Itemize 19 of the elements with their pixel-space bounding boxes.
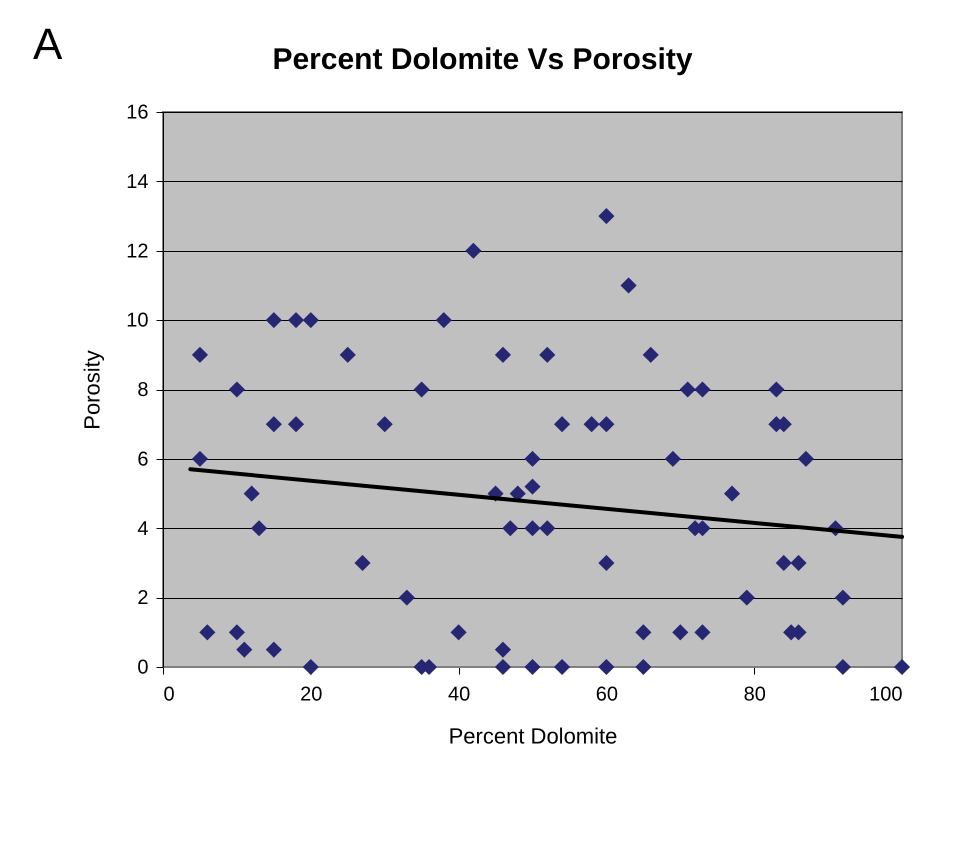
y-tick-label: 6: [137, 448, 148, 470]
y-tick-label: 2: [137, 587, 148, 610]
y-tick-label: 12: [126, 240, 148, 262]
x-tick-label: 40: [448, 684, 470, 706]
text: A: [33, 20, 63, 69]
y-tick-label: 0: [137, 656, 148, 678]
x-axis-title: Percent Dolomite: [448, 724, 618, 748]
x-tick-label: 60: [596, 684, 618, 706]
x-tick-label: 80: [744, 684, 766, 706]
x-tick-label: 20: [300, 684, 322, 706]
y-tick-label: 8: [137, 379, 148, 401]
chart-title: Percent Dolomite Vs Porosity: [272, 43, 693, 76]
y-axis-title: Porosity: [79, 350, 104, 430]
x-tick-label: 100: [869, 684, 902, 706]
y-tick-label: 10: [126, 310, 148, 332]
y-tick-label: 14: [126, 170, 148, 193]
x-tick-label: 0: [164, 684, 175, 706]
y-tick-label: 4: [137, 518, 148, 540]
y-tick-label: 16: [126, 102, 148, 124]
